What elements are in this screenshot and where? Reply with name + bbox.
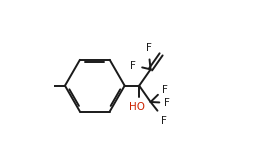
- Text: F: F: [162, 86, 168, 95]
- Text: F: F: [146, 43, 152, 53]
- Text: HO: HO: [129, 102, 145, 112]
- Text: F: F: [130, 61, 136, 71]
- Text: F: F: [164, 98, 170, 108]
- Text: F: F: [161, 116, 167, 126]
